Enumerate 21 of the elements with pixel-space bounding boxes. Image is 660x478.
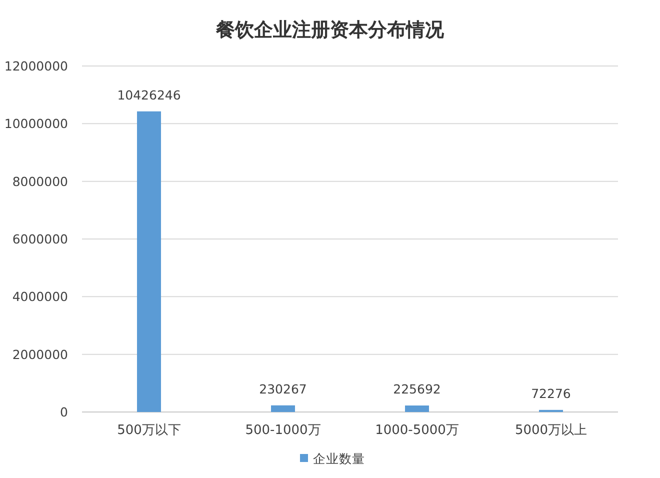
legend: 企业数量: [300, 451, 365, 466]
bar: [137, 111, 161, 412]
data-label: 72276: [531, 386, 571, 401]
y-tick-label: 2000000: [12, 346, 68, 362]
x-tick-label: 5000万以上: [514, 423, 588, 438]
x-tick-label: 500万以下: [117, 423, 181, 438]
legend-label: 企业数量: [313, 451, 365, 466]
y-tick-label: 0: [60, 404, 68, 420]
bar: [405, 405, 429, 412]
y-tick-label: 6000000: [12, 232, 68, 246]
data-label: 230267: [259, 381, 307, 396]
chart-title: 餐饮企业注册资本分布情况: [215, 19, 445, 41]
data-label: 10426246: [117, 87, 181, 102]
x-tick-label: 1000-5000万: [375, 423, 459, 438]
y-tick-label: 12000000: [4, 58, 68, 74]
x-tick-label: 500-1000万: [245, 423, 321, 438]
y-tick-label: 4000000: [12, 289, 68, 304]
y-tick-label: 8000000: [12, 174, 68, 189]
data-label: 225692: [393, 381, 441, 396]
bar: [271, 405, 295, 412]
y-tick-label: 10000000: [4, 116, 68, 132]
